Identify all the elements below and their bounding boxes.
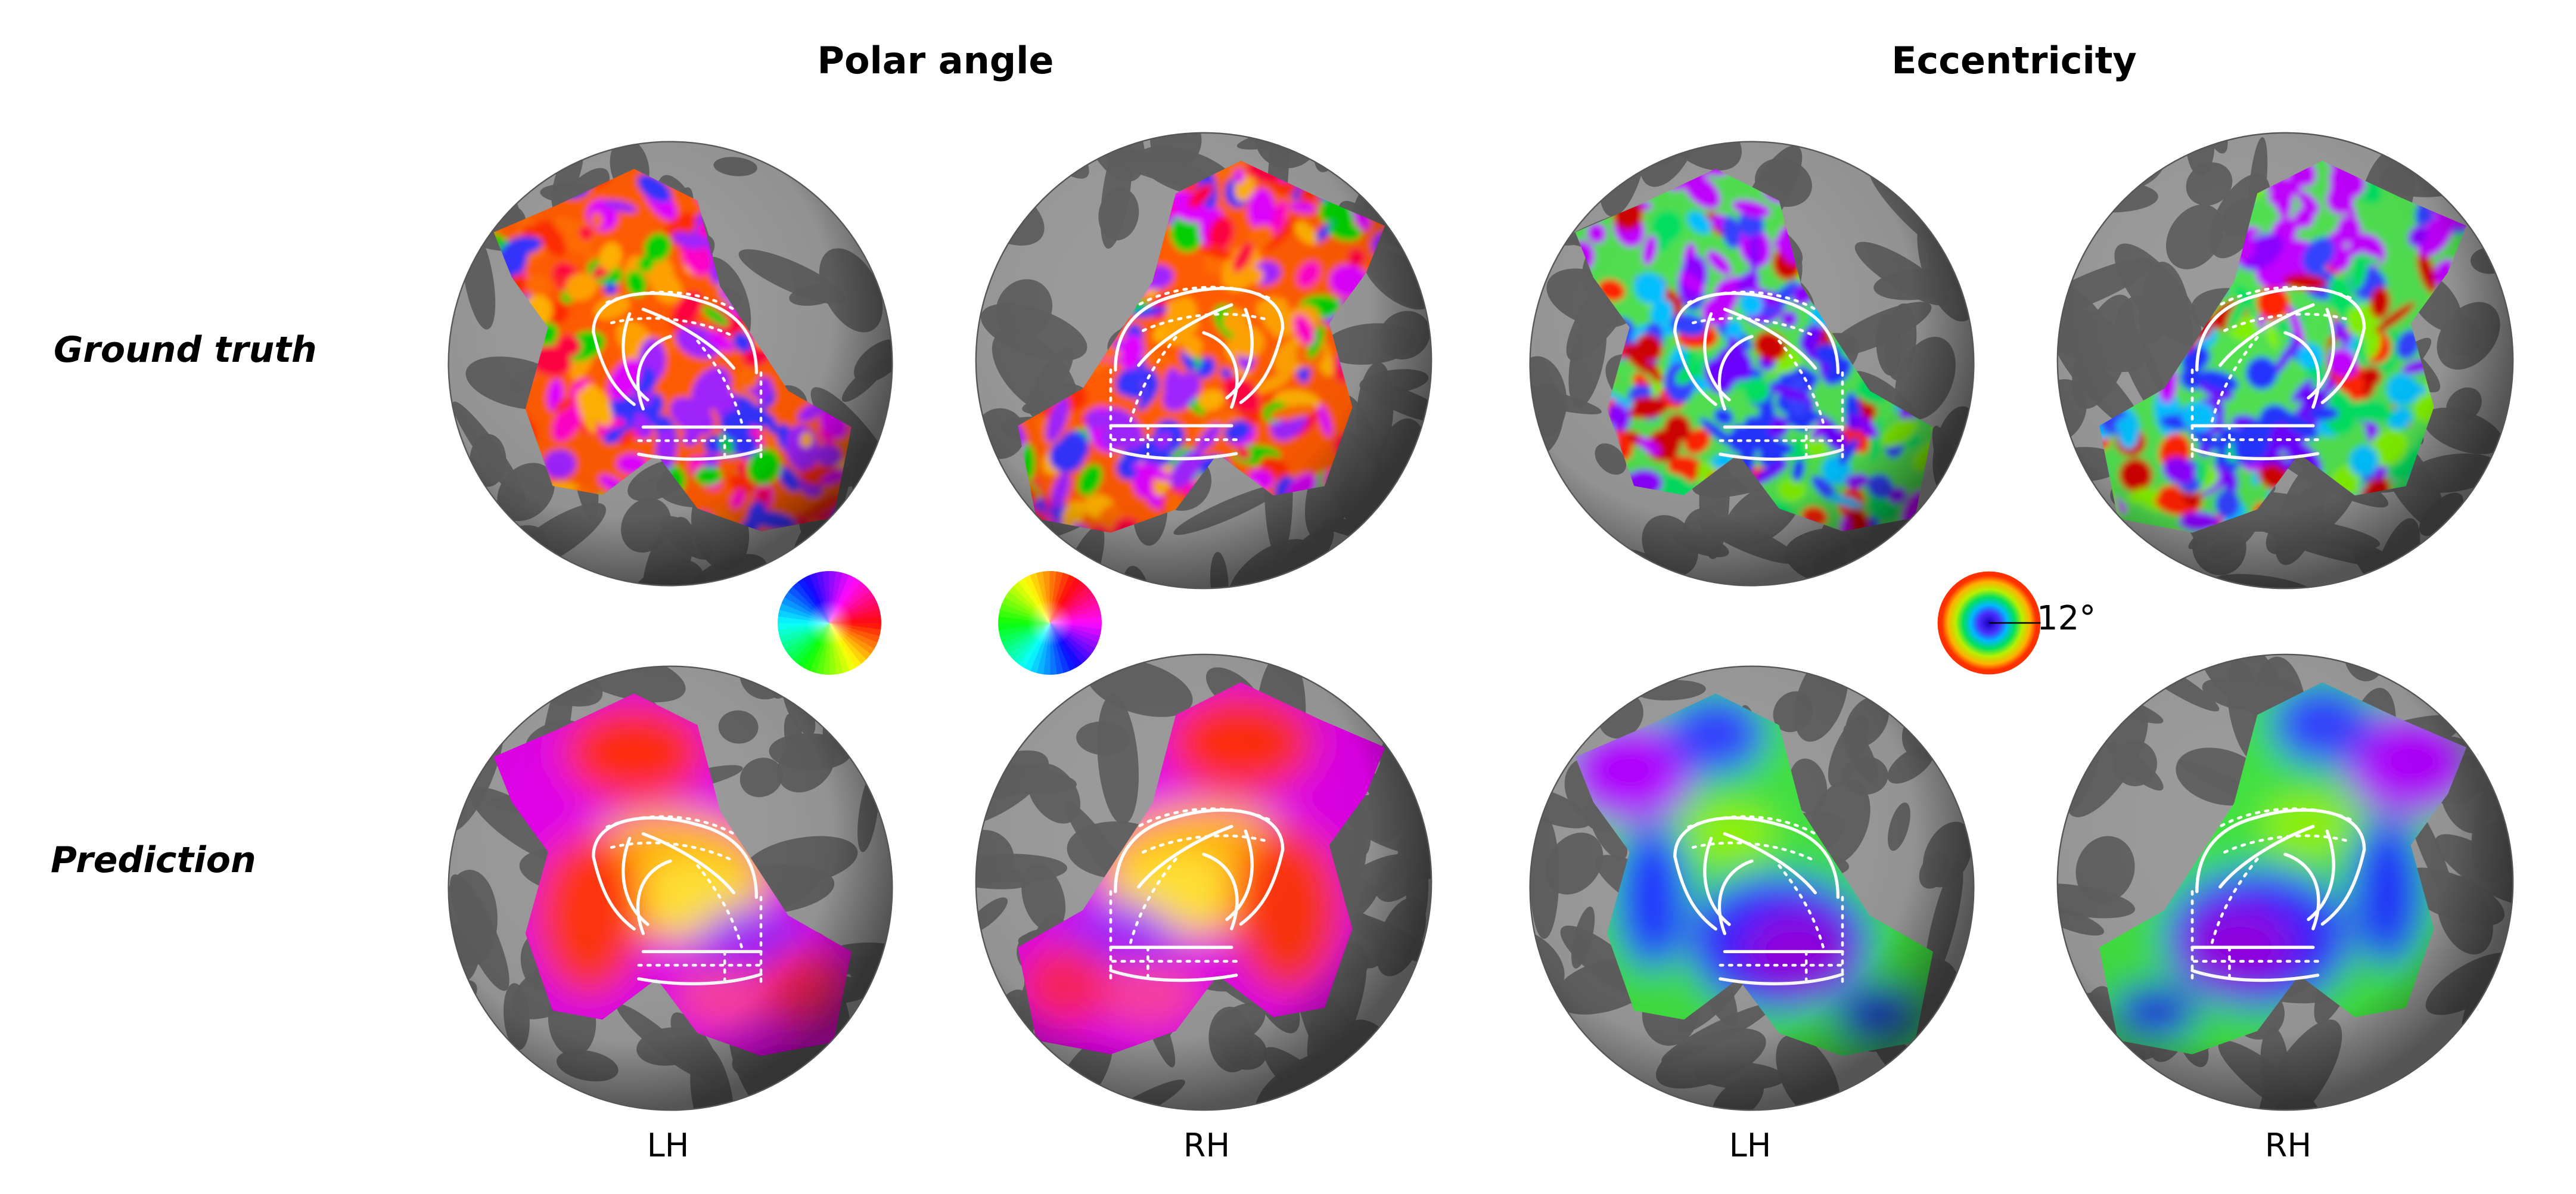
hemi-label-ecc-lh: LH bbox=[1729, 1127, 1772, 1164]
sphere-prediction-polar-rh bbox=[975, 653, 1433, 1111]
polar-angle-legend-rh-wheel bbox=[998, 571, 1102, 675]
sphere-ground-truth-polar-lh bbox=[448, 141, 893, 587]
title-eccentricity: Eccentricity bbox=[1891, 39, 2137, 82]
hemi-label-polar-rh: RH bbox=[1183, 1127, 1230, 1164]
sphere-prediction-ecc-rh bbox=[2056, 653, 2514, 1111]
sphere-prediction-polar-lh bbox=[448, 665, 893, 1111]
eccentricity-legend-ring bbox=[1937, 571, 2041, 675]
row-label-prediction: Prediction bbox=[51, 839, 256, 881]
hemi-label-polar-lh: LH bbox=[647, 1127, 689, 1164]
row-label-ground-truth: Ground truth bbox=[54, 329, 317, 371]
polar-angle-legend-lh-wheel bbox=[778, 571, 881, 675]
sphere-prediction-ecc-lh bbox=[1529, 665, 1975, 1111]
title-polar-angle: Polar angle bbox=[817, 39, 1054, 82]
sphere-ground-truth-ecc-rh bbox=[2056, 132, 2514, 590]
sphere-ground-truth-polar-rh bbox=[975, 132, 1433, 590]
eccentricity-max-label: 12° bbox=[2037, 599, 2096, 638]
sphere-ground-truth-ecc-lh bbox=[1529, 141, 1975, 587]
hemi-label-ecc-rh: RH bbox=[2264, 1127, 2312, 1164]
